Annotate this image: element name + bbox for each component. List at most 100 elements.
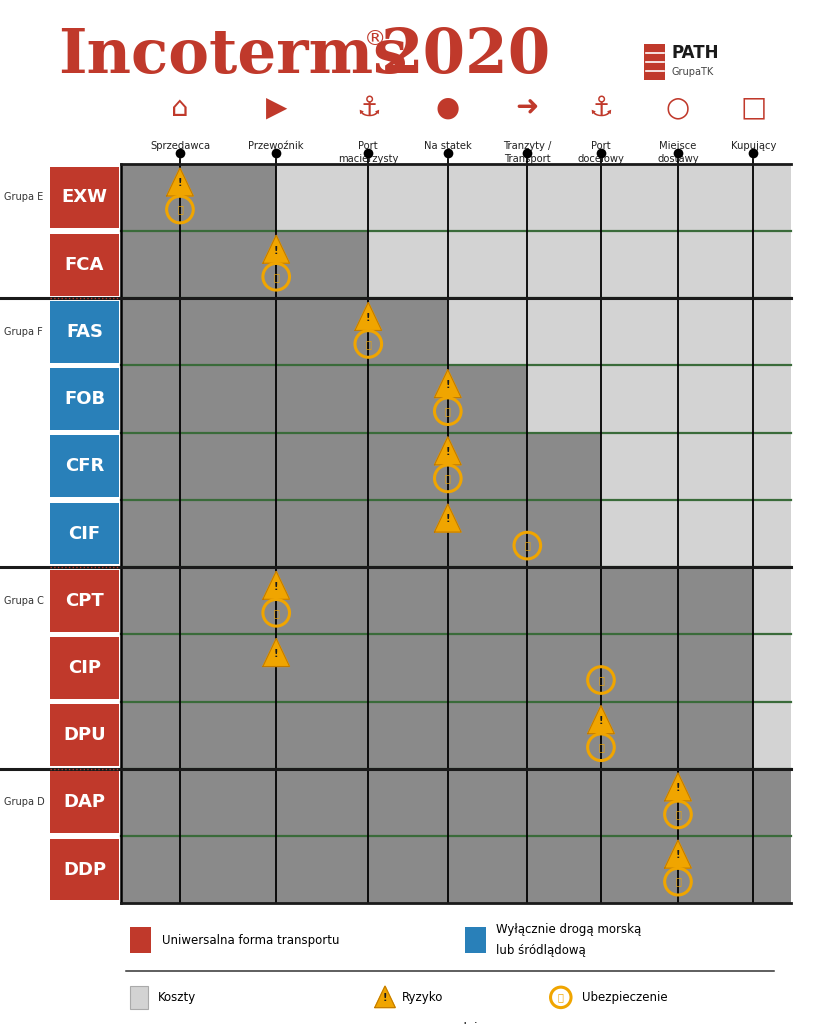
Text: ⛨: ⛨ — [444, 473, 451, 483]
Text: Grupa E: Grupa E — [4, 193, 43, 203]
Polygon shape — [375, 986, 395, 1008]
Text: ⛨: ⛨ — [674, 809, 681, 819]
FancyBboxPatch shape — [121, 164, 276, 231]
Text: Koszty: Koszty — [158, 991, 196, 1004]
Text: Grupa C: Grupa C — [4, 596, 44, 606]
FancyBboxPatch shape — [121, 231, 790, 298]
Text: ▶: ▶ — [265, 93, 287, 122]
Text: DDP: DDP — [63, 860, 106, 879]
Text: GrupaTK: GrupaTK — [670, 67, 712, 77]
Polygon shape — [354, 302, 381, 331]
FancyBboxPatch shape — [121, 701, 752, 769]
Text: Na statek: Na statek — [423, 141, 472, 152]
Text: ⛨: ⛨ — [364, 339, 371, 349]
FancyBboxPatch shape — [644, 44, 665, 80]
FancyBboxPatch shape — [121, 769, 790, 836]
Text: Tranzyty /
Transport: Tranzyty / Transport — [502, 141, 551, 164]
Text: !: ! — [598, 716, 603, 726]
Text: FAS: FAS — [66, 323, 103, 341]
Text: DPU: DPU — [64, 726, 105, 744]
Text: ⛨: ⛨ — [176, 205, 183, 215]
Text: Ryzyko: Ryzyko — [401, 991, 442, 1004]
Text: ➜: ➜ — [515, 93, 538, 122]
Text: EXW: EXW — [62, 188, 107, 207]
Text: Ubezpieczenie: Ubezpieczenie — [581, 991, 666, 1004]
Text: ⛨: ⛨ — [597, 742, 604, 753]
Text: ●: ● — [436, 93, 459, 122]
Text: ⛨: ⛨ — [273, 608, 279, 617]
Text: !: ! — [177, 178, 182, 188]
Text: FCA: FCA — [64, 256, 104, 273]
FancyBboxPatch shape — [121, 701, 790, 769]
Text: Grupa D: Grupa D — [4, 798, 45, 807]
FancyBboxPatch shape — [121, 567, 790, 634]
FancyBboxPatch shape — [464, 927, 486, 953]
Text: Miejsce
dostawy: Miejsce dostawy — [656, 141, 698, 164]
Text: CIF: CIF — [69, 524, 100, 543]
Text: Kupujący: Kupujący — [730, 141, 775, 152]
FancyBboxPatch shape — [50, 771, 119, 834]
Text: PATH: PATH — [670, 44, 718, 62]
FancyBboxPatch shape — [130, 986, 148, 1009]
FancyBboxPatch shape — [50, 839, 119, 900]
FancyBboxPatch shape — [50, 637, 119, 698]
Text: ⚓: ⚓ — [588, 93, 613, 122]
FancyBboxPatch shape — [121, 769, 790, 836]
FancyBboxPatch shape — [50, 435, 119, 498]
Text: Wyłącznie drogą morską: Wyłącznie drogą morską — [496, 924, 641, 936]
FancyBboxPatch shape — [121, 298, 447, 366]
FancyBboxPatch shape — [121, 836, 790, 903]
FancyBboxPatch shape — [50, 233, 119, 296]
FancyBboxPatch shape — [130, 927, 151, 953]
FancyBboxPatch shape — [121, 500, 790, 567]
Text: !: ! — [445, 514, 450, 524]
Text: ○: ○ — [665, 93, 689, 122]
FancyBboxPatch shape — [121, 366, 790, 433]
Polygon shape — [434, 437, 461, 465]
Text: Przewoźnik: Przewoźnik — [248, 141, 303, 152]
Text: !: ! — [382, 993, 387, 1002]
Text: ⚓: ⚓ — [355, 93, 380, 122]
FancyBboxPatch shape — [50, 503, 119, 564]
FancyBboxPatch shape — [50, 301, 119, 362]
Text: !: ! — [445, 380, 450, 390]
FancyBboxPatch shape — [121, 433, 600, 500]
FancyBboxPatch shape — [50, 369, 119, 430]
FancyBboxPatch shape — [121, 567, 752, 634]
Text: Incoterms: Incoterms — [59, 27, 408, 86]
Polygon shape — [263, 571, 289, 599]
Text: !: ! — [365, 312, 370, 323]
Text: ⛨: ⛨ — [674, 877, 681, 887]
Text: !: ! — [273, 246, 278, 256]
FancyBboxPatch shape — [50, 705, 119, 766]
Text: DAP: DAP — [64, 794, 105, 811]
Text: Uniwersalna forma transportu: Uniwersalna forma transportu — [161, 934, 339, 946]
Text: !: ! — [445, 447, 450, 457]
Text: Port
docelowy: Port docelowy — [577, 141, 624, 164]
Polygon shape — [434, 504, 461, 532]
Text: ponoszone przez sprzedającego: ponoszone przez sprzedającego — [324, 1022, 512, 1024]
Text: ⛨: ⛨ — [557, 992, 563, 1002]
FancyBboxPatch shape — [121, 500, 600, 567]
Text: ⛨: ⛨ — [597, 675, 604, 685]
Text: !: ! — [675, 851, 680, 860]
Polygon shape — [587, 706, 614, 733]
Text: !: ! — [273, 582, 278, 592]
Text: 2020: 2020 — [380, 27, 550, 86]
Text: CPT: CPT — [65, 592, 104, 609]
Text: ®: ® — [364, 29, 386, 49]
Polygon shape — [664, 840, 691, 868]
Text: Port
macierzysty: Port macierzysty — [338, 141, 398, 164]
FancyBboxPatch shape — [50, 167, 119, 228]
Text: ⛨: ⛨ — [273, 271, 279, 282]
FancyBboxPatch shape — [121, 433, 790, 500]
Text: ⛨: ⛨ — [444, 407, 451, 416]
Text: !: ! — [675, 783, 680, 794]
FancyBboxPatch shape — [50, 569, 119, 632]
FancyBboxPatch shape — [121, 836, 790, 903]
Text: □: □ — [739, 93, 766, 122]
FancyBboxPatch shape — [121, 164, 790, 231]
FancyBboxPatch shape — [121, 298, 790, 366]
FancyBboxPatch shape — [121, 366, 527, 433]
Text: ⛨: ⛨ — [523, 541, 530, 551]
